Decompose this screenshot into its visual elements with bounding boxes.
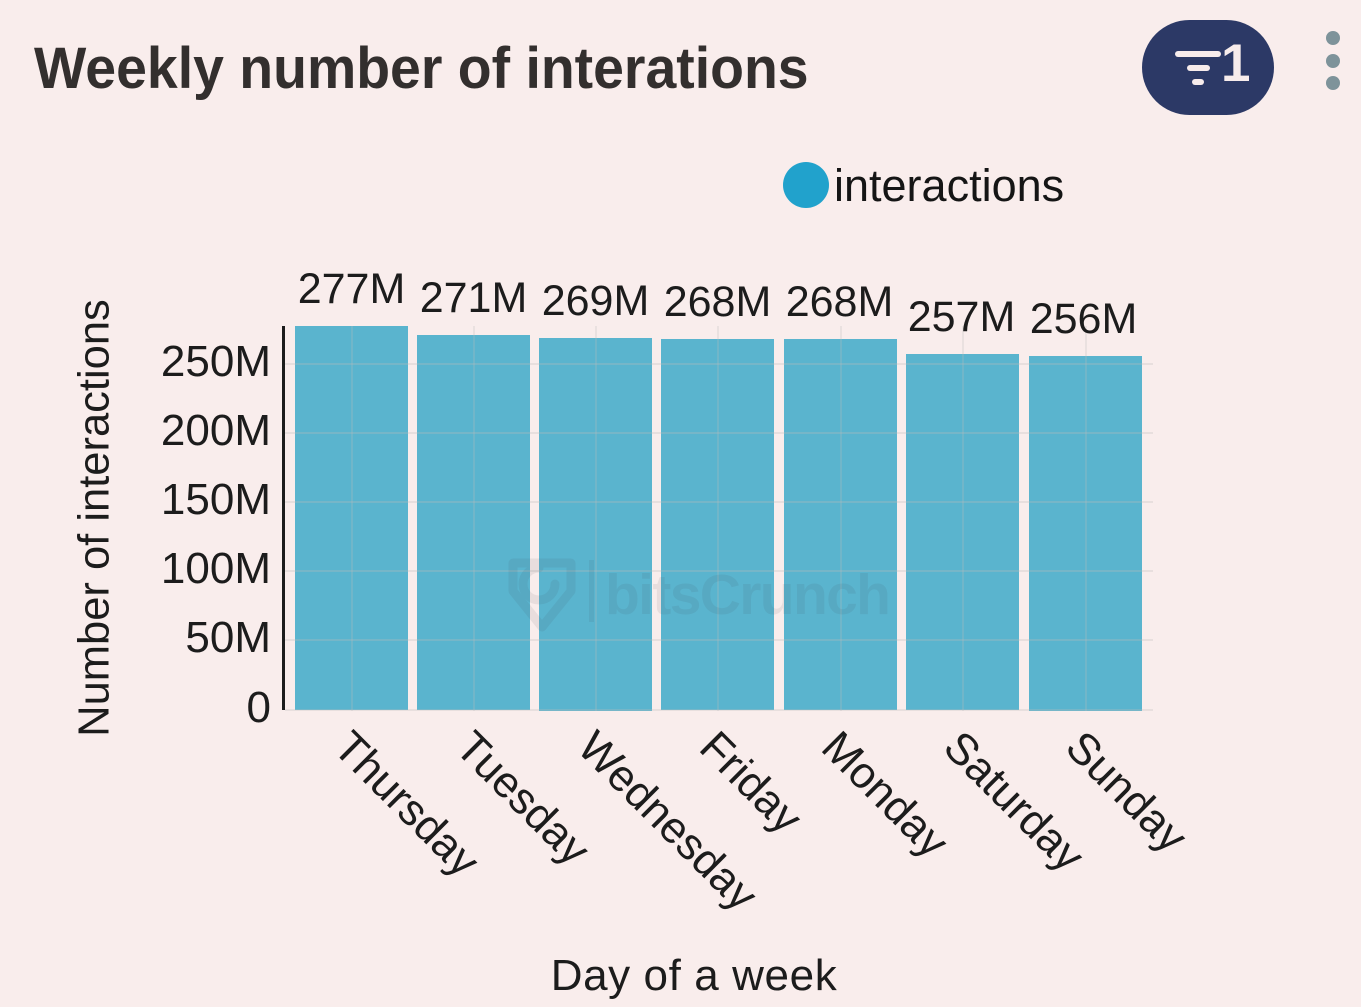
svg-text:bitsCrunch: bitsCrunch bbox=[605, 563, 891, 627]
